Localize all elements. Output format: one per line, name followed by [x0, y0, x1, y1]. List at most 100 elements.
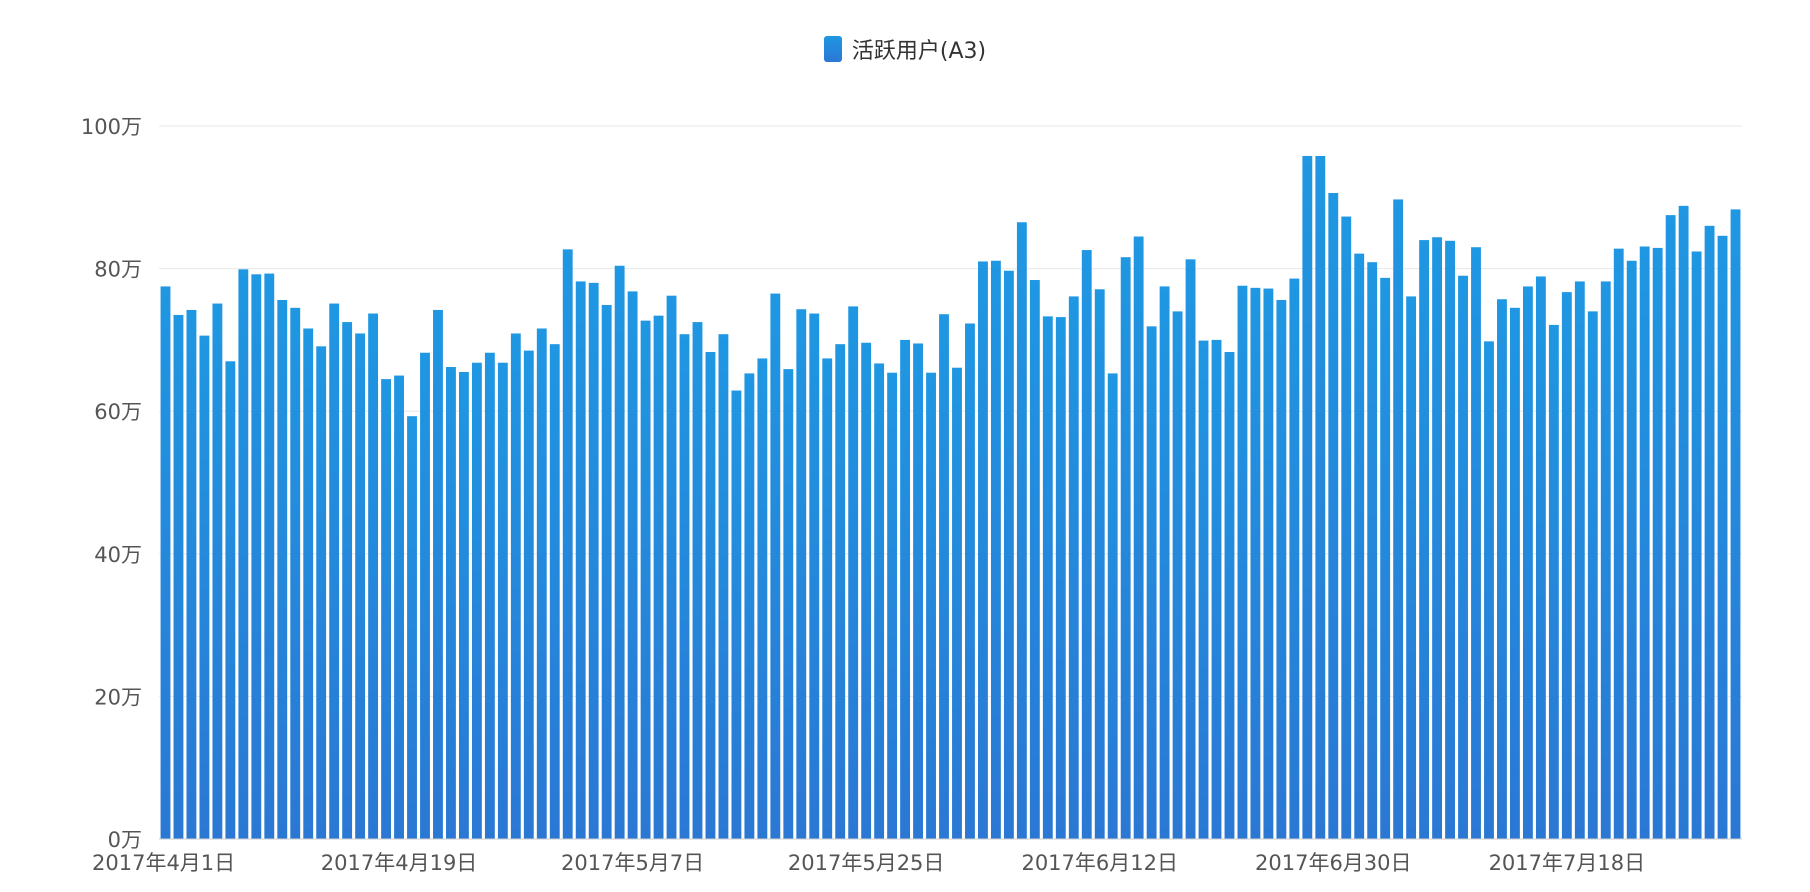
bar[interactable]	[1133, 236, 1144, 839]
bar[interactable]	[731, 390, 742, 839]
bar[interactable]	[1055, 317, 1066, 840]
bar[interactable]	[329, 303, 340, 839]
bar[interactable]	[523, 350, 534, 839]
bar[interactable]	[1263, 288, 1274, 839]
bar[interactable]	[705, 352, 716, 839]
bar[interactable]	[1613, 248, 1624, 839]
bar[interactable]	[1094, 289, 1105, 839]
bar[interactable]	[446, 366, 456, 839]
bar[interactable]	[939, 314, 949, 840]
bar[interactable]	[861, 342, 872, 839]
bar[interactable]	[251, 274, 262, 839]
bar[interactable]	[1042, 316, 1053, 839]
bar[interactable]	[822, 358, 833, 839]
bar[interactable]	[1380, 277, 1391, 839]
bar[interactable]	[1224, 352, 1235, 839]
bar[interactable]	[601, 304, 612, 840]
bar[interactable]	[666, 295, 677, 839]
bar[interactable]	[913, 343, 923, 839]
bar[interactable]	[926, 372, 936, 839]
bar[interactable]	[1159, 286, 1170, 839]
bar[interactable]	[1029, 280, 1040, 839]
bar[interactable]	[1652, 247, 1663, 840]
bar[interactable]	[368, 313, 379, 839]
bar[interactable]	[212, 303, 223, 839]
bar[interactable]	[874, 363, 885, 839]
bar[interactable]	[978, 261, 988, 840]
bar[interactable]	[1328, 193, 1339, 839]
bar[interactable]	[627, 291, 638, 839]
bar[interactable]	[1302, 155, 1313, 839]
bar[interactable]	[887, 372, 898, 839]
bar[interactable]	[679, 334, 690, 839]
bar[interactable]	[1639, 246, 1650, 840]
bar[interactable]	[848, 306, 859, 839]
bar[interactable]	[549, 344, 560, 839]
bar[interactable]	[1367, 262, 1378, 839]
bar[interactable]	[692, 322, 703, 840]
bar[interactable]	[1016, 222, 1027, 839]
bar[interactable]	[1497, 299, 1507, 839]
bar[interactable]	[770, 293, 781, 839]
bar[interactable]	[510, 333, 521, 839]
bar[interactable]	[783, 369, 794, 839]
bar[interactable]	[1185, 259, 1196, 840]
bar[interactable]	[614, 265, 625, 839]
bar[interactable]	[965, 323, 975, 840]
bar[interactable]	[1354, 253, 1365, 839]
bar[interactable]	[1406, 296, 1417, 839]
bar[interactable]	[1704, 225, 1715, 839]
bar[interactable]	[458, 371, 469, 839]
bar[interactable]	[1691, 251, 1702, 840]
bar[interactable]	[186, 309, 197, 839]
bar[interactable]	[1510, 307, 1520, 839]
bar[interactable]	[497, 362, 508, 839]
bar[interactable]	[173, 314, 184, 839]
bar[interactable]	[225, 361, 236, 839]
bar[interactable]	[1107, 373, 1118, 839]
bar[interactable]	[653, 315, 664, 839]
bar[interactable]	[290, 307, 301, 839]
bar[interactable]	[1522, 286, 1533, 839]
bar[interactable]	[160, 286, 171, 839]
bar[interactable]	[1003, 270, 1014, 839]
bar[interactable]	[575, 281, 586, 839]
bar[interactable]	[1600, 281, 1611, 839]
bar[interactable]	[420, 352, 430, 839]
bar[interactable]	[1146, 326, 1157, 840]
bar[interactable]	[264, 273, 275, 840]
bar[interactable]	[1276, 299, 1287, 840]
bar[interactable]	[355, 333, 366, 839]
bar[interactable]	[1445, 240, 1455, 840]
bar[interactable]	[1341, 216, 1352, 840]
bar[interactable]	[1250, 287, 1261, 840]
bar[interactable]	[588, 282, 599, 839]
bar[interactable]	[1574, 281, 1585, 839]
bar[interactable]	[1432, 237, 1443, 840]
bar[interactable]	[1665, 215, 1676, 840]
bar[interactable]	[1626, 260, 1637, 839]
bar[interactable]	[1198, 340, 1209, 839]
bar[interactable]	[1561, 292, 1572, 839]
bar[interactable]	[484, 352, 495, 839]
bar[interactable]	[536, 328, 547, 839]
bar[interactable]	[1471, 247, 1481, 839]
bar[interactable]	[394, 375, 404, 839]
bar[interactable]	[1678, 205, 1689, 840]
bar[interactable]	[1211, 339, 1222, 839]
bar[interactable]	[316, 346, 327, 839]
bar[interactable]	[1419, 240, 1430, 839]
bar[interactable]	[1237, 285, 1248, 840]
bar[interactable]	[381, 379, 391, 839]
bar[interactable]	[1484, 341, 1494, 839]
bar[interactable]	[407, 416, 417, 839]
bar[interactable]	[1535, 276, 1546, 839]
bar[interactable]	[1717, 235, 1728, 840]
bar[interactable]	[562, 249, 573, 840]
bar[interactable]	[1120, 257, 1131, 839]
bar[interactable]	[199, 335, 210, 839]
bar[interactable]	[1458, 275, 1468, 840]
bar[interactable]	[900, 339, 911, 839]
bar[interactable]	[1315, 155, 1326, 839]
bar[interactable]	[744, 373, 755, 839]
